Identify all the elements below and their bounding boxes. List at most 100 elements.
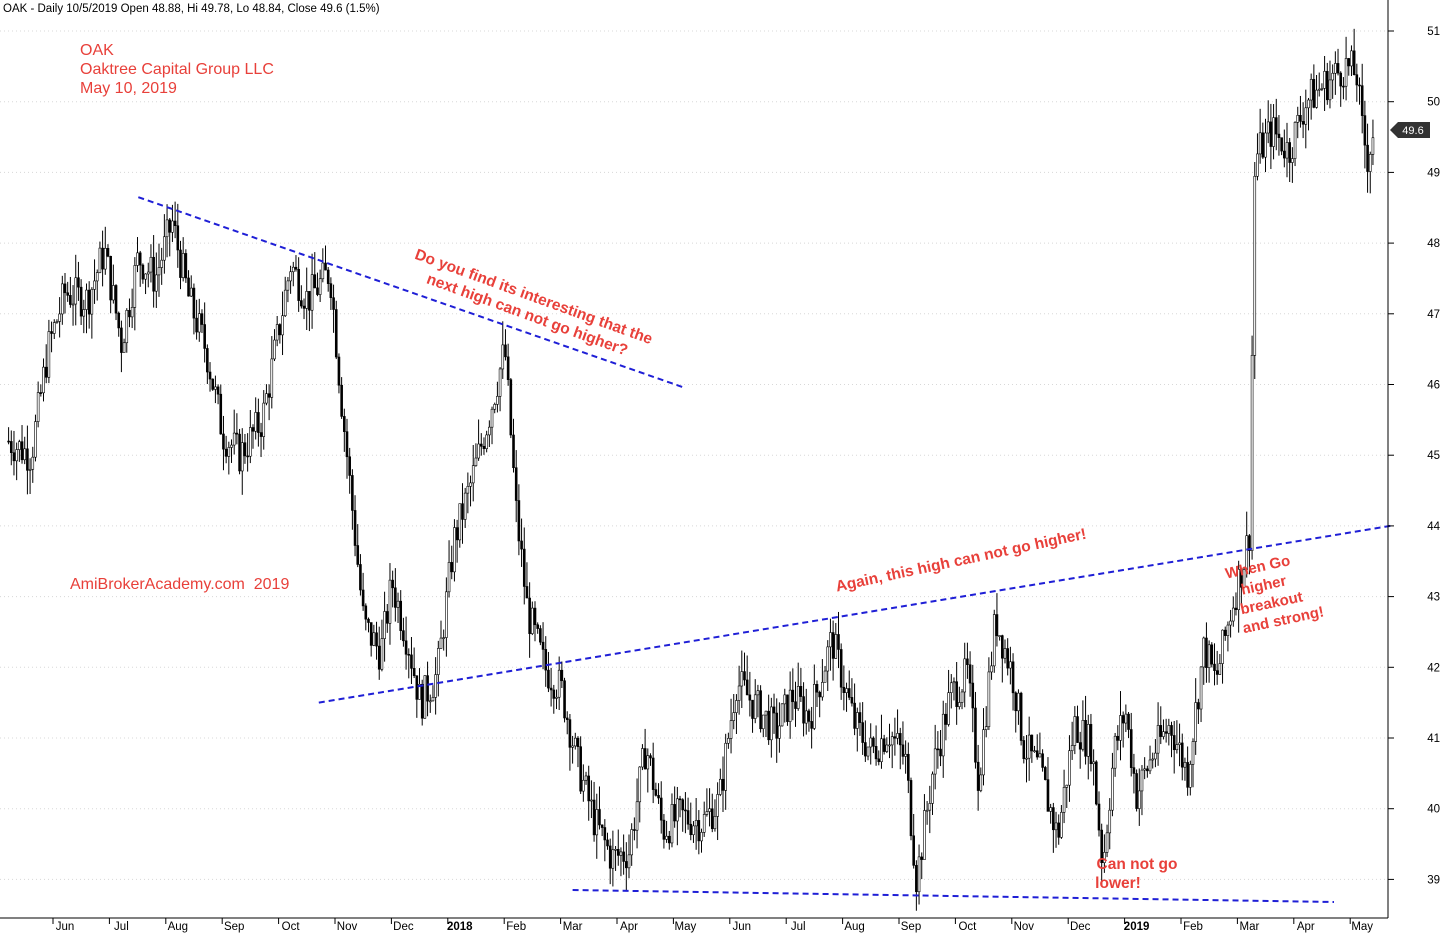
candle-body <box>157 267 161 276</box>
candle-body <box>1078 742 1082 750</box>
candle-body <box>1022 740 1026 760</box>
candle-body <box>490 408 494 428</box>
candle-body <box>385 611 389 624</box>
candle-body <box>222 433 225 450</box>
candle-body <box>149 256 153 273</box>
candle-body <box>1191 741 1195 765</box>
candle-body <box>1057 822 1061 838</box>
candle-body <box>509 379 513 436</box>
candle-body <box>608 845 612 869</box>
candle-body <box>719 778 722 795</box>
candle-body <box>702 814 706 833</box>
candle-body <box>7 440 10 443</box>
candle-body <box>1041 753 1044 768</box>
candle-body <box>600 824 604 828</box>
candle-body <box>791 689 795 703</box>
grid-lines <box>0 30 1388 880</box>
candle-body <box>267 393 271 398</box>
company-label: Oaktree Capital Group LLC <box>80 61 274 78</box>
candle-body <box>1317 88 1321 91</box>
candle-body <box>496 396 499 405</box>
candle-body <box>1288 142 1291 163</box>
candle-body <box>1320 88 1324 90</box>
candle-body <box>240 442 244 472</box>
candle-body <box>377 645 381 670</box>
candle-body <box>813 684 816 729</box>
candle-body <box>1258 132 1262 155</box>
candle-body <box>281 315 284 336</box>
candle-body <box>573 737 577 747</box>
candle-body <box>917 856 921 893</box>
candle-body <box>243 442 247 457</box>
candle-body <box>893 736 897 739</box>
candle-body <box>117 312 121 329</box>
candle-body <box>1052 807 1055 831</box>
candle-body <box>823 670 827 683</box>
candle-body <box>1226 624 1230 636</box>
candle-body <box>488 426 491 436</box>
candle-body <box>598 809 601 826</box>
candle-body <box>77 277 80 288</box>
x-tick-label: Sep <box>901 921 921 933</box>
x-tick-label: May <box>675 921 697 933</box>
candle-body <box>50 331 53 334</box>
candle-body <box>1068 750 1071 786</box>
candle-body <box>1086 724 1090 757</box>
candle-body <box>587 775 591 802</box>
last-price-box <box>1390 121 1430 138</box>
x-tick-label: Sep <box>224 921 244 933</box>
candle-body <box>394 587 397 608</box>
candle-body <box>1140 769 1144 792</box>
x-tick-label: Jun <box>56 921 75 933</box>
candle-body <box>179 249 182 278</box>
candle-body <box>461 503 464 520</box>
candle-body <box>1352 50 1356 76</box>
candle-body <box>866 746 870 757</box>
candle-body <box>232 432 236 446</box>
candle-body <box>880 738 883 763</box>
candle-body <box>778 725 781 739</box>
candle-body <box>138 252 142 266</box>
candle-body <box>947 692 950 725</box>
candle-body <box>850 697 854 704</box>
candle-body <box>842 686 846 693</box>
candle-body <box>915 865 918 893</box>
candlestick-series <box>7 28 1375 911</box>
candle-body <box>1205 637 1208 668</box>
y-tick-label: 41 <box>1427 733 1440 745</box>
x-tick-label: Apr <box>620 921 638 933</box>
candle-body <box>727 738 730 744</box>
candle-body <box>1331 72 1334 81</box>
candle-body <box>463 492 467 520</box>
candle-body <box>1127 713 1130 730</box>
candle-body <box>678 798 682 801</box>
candle-body <box>783 694 787 705</box>
candle-body <box>160 259 163 268</box>
candle-body <box>1014 692 1018 712</box>
candle-body <box>66 292 69 296</box>
candle-body <box>933 748 937 775</box>
candle-body <box>273 339 276 360</box>
candle-body <box>1358 84 1361 87</box>
candle-body <box>61 283 64 315</box>
candle-body <box>984 726 988 730</box>
candle-body <box>1172 735 1176 751</box>
candle-body <box>563 680 566 719</box>
candle-body <box>15 449 18 462</box>
candle-body <box>399 600 403 631</box>
candle-body <box>729 720 733 739</box>
x-tick-label: Aug <box>844 921 864 933</box>
candle-body <box>305 291 309 309</box>
candle-body <box>1046 779 1050 812</box>
candle-body <box>753 694 757 719</box>
candle-body <box>163 236 166 261</box>
candle-body <box>265 393 268 404</box>
candle-body <box>1132 767 1136 774</box>
candle-body <box>257 412 260 433</box>
candle-body <box>1240 569 1243 588</box>
candle-body <box>667 835 671 844</box>
candle-body <box>560 669 564 682</box>
candle-body <box>772 706 776 714</box>
candle-body <box>372 632 376 646</box>
candle-body <box>1035 750 1039 758</box>
